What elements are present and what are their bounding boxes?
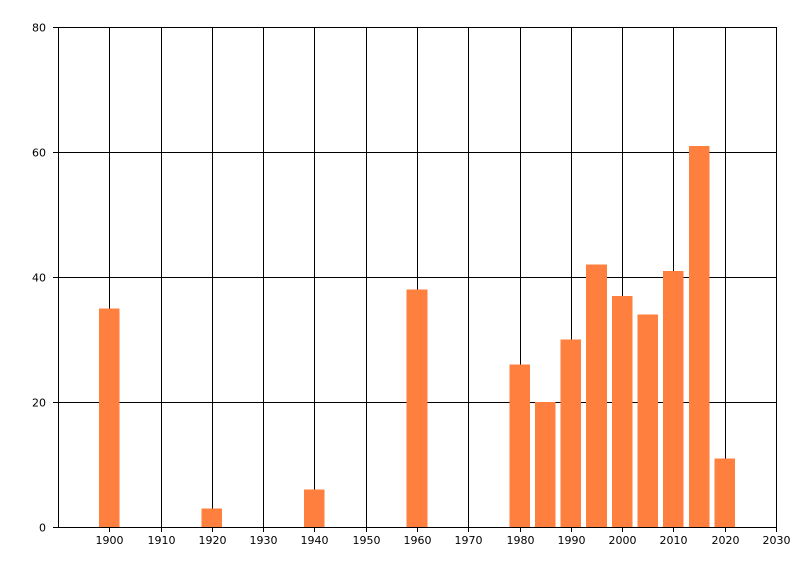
bar-1995 [586, 264, 607, 527]
bar-2005 [637, 314, 659, 527]
y-tick-label: 80 [32, 22, 46, 35]
bar-2000 [611, 295, 633, 527]
x-tick-label: 1940 [301, 534, 329, 547]
bar-1985 [534, 402, 556, 527]
bar-2015 [688, 145, 710, 527]
bar-1940 [304, 489, 325, 527]
x-tick-label: 1960 [404, 534, 432, 547]
bars [99, 145, 735, 527]
x-tick-label: 1910 [148, 534, 176, 547]
bar-1990 [560, 339, 582, 527]
x-tick-label: 1930 [250, 534, 278, 547]
x-tick-label: 1950 [353, 534, 381, 547]
axes [58, 27, 776, 528]
y-tick-label: 20 [32, 397, 46, 410]
x-tick-label: 2000 [609, 534, 637, 547]
bar-1920 [201, 508, 223, 527]
tick-labels: 1900 1910 1920 1930 1940 1950 1960 1970 1980 1990… [32, 22, 791, 548]
bar-2010 [663, 270, 684, 527]
x-tick-label: 1990 [558, 534, 586, 547]
x-tick-label: 2030 [763, 534, 791, 547]
x-tick-label: 1980 [507, 534, 535, 547]
bar-2020 [714, 458, 735, 527]
grid [53, 27, 777, 532]
y-tick-label: 0 [39, 522, 46, 535]
x-tick-label: 1900 [96, 534, 124, 547]
bar-1900 [99, 308, 120, 527]
x-tick-label: 1970 [455, 534, 483, 547]
y-tick-label: 60 [32, 147, 46, 160]
bar-1980 [509, 364, 530, 527]
y-tick-label: 40 [32, 272, 46, 285]
x-tick-label: 1920 [199, 534, 227, 547]
bar-1960 [406, 289, 428, 527]
x-tick-label: 2020 [712, 534, 740, 547]
x-tick-label: 2010 [660, 534, 688, 547]
